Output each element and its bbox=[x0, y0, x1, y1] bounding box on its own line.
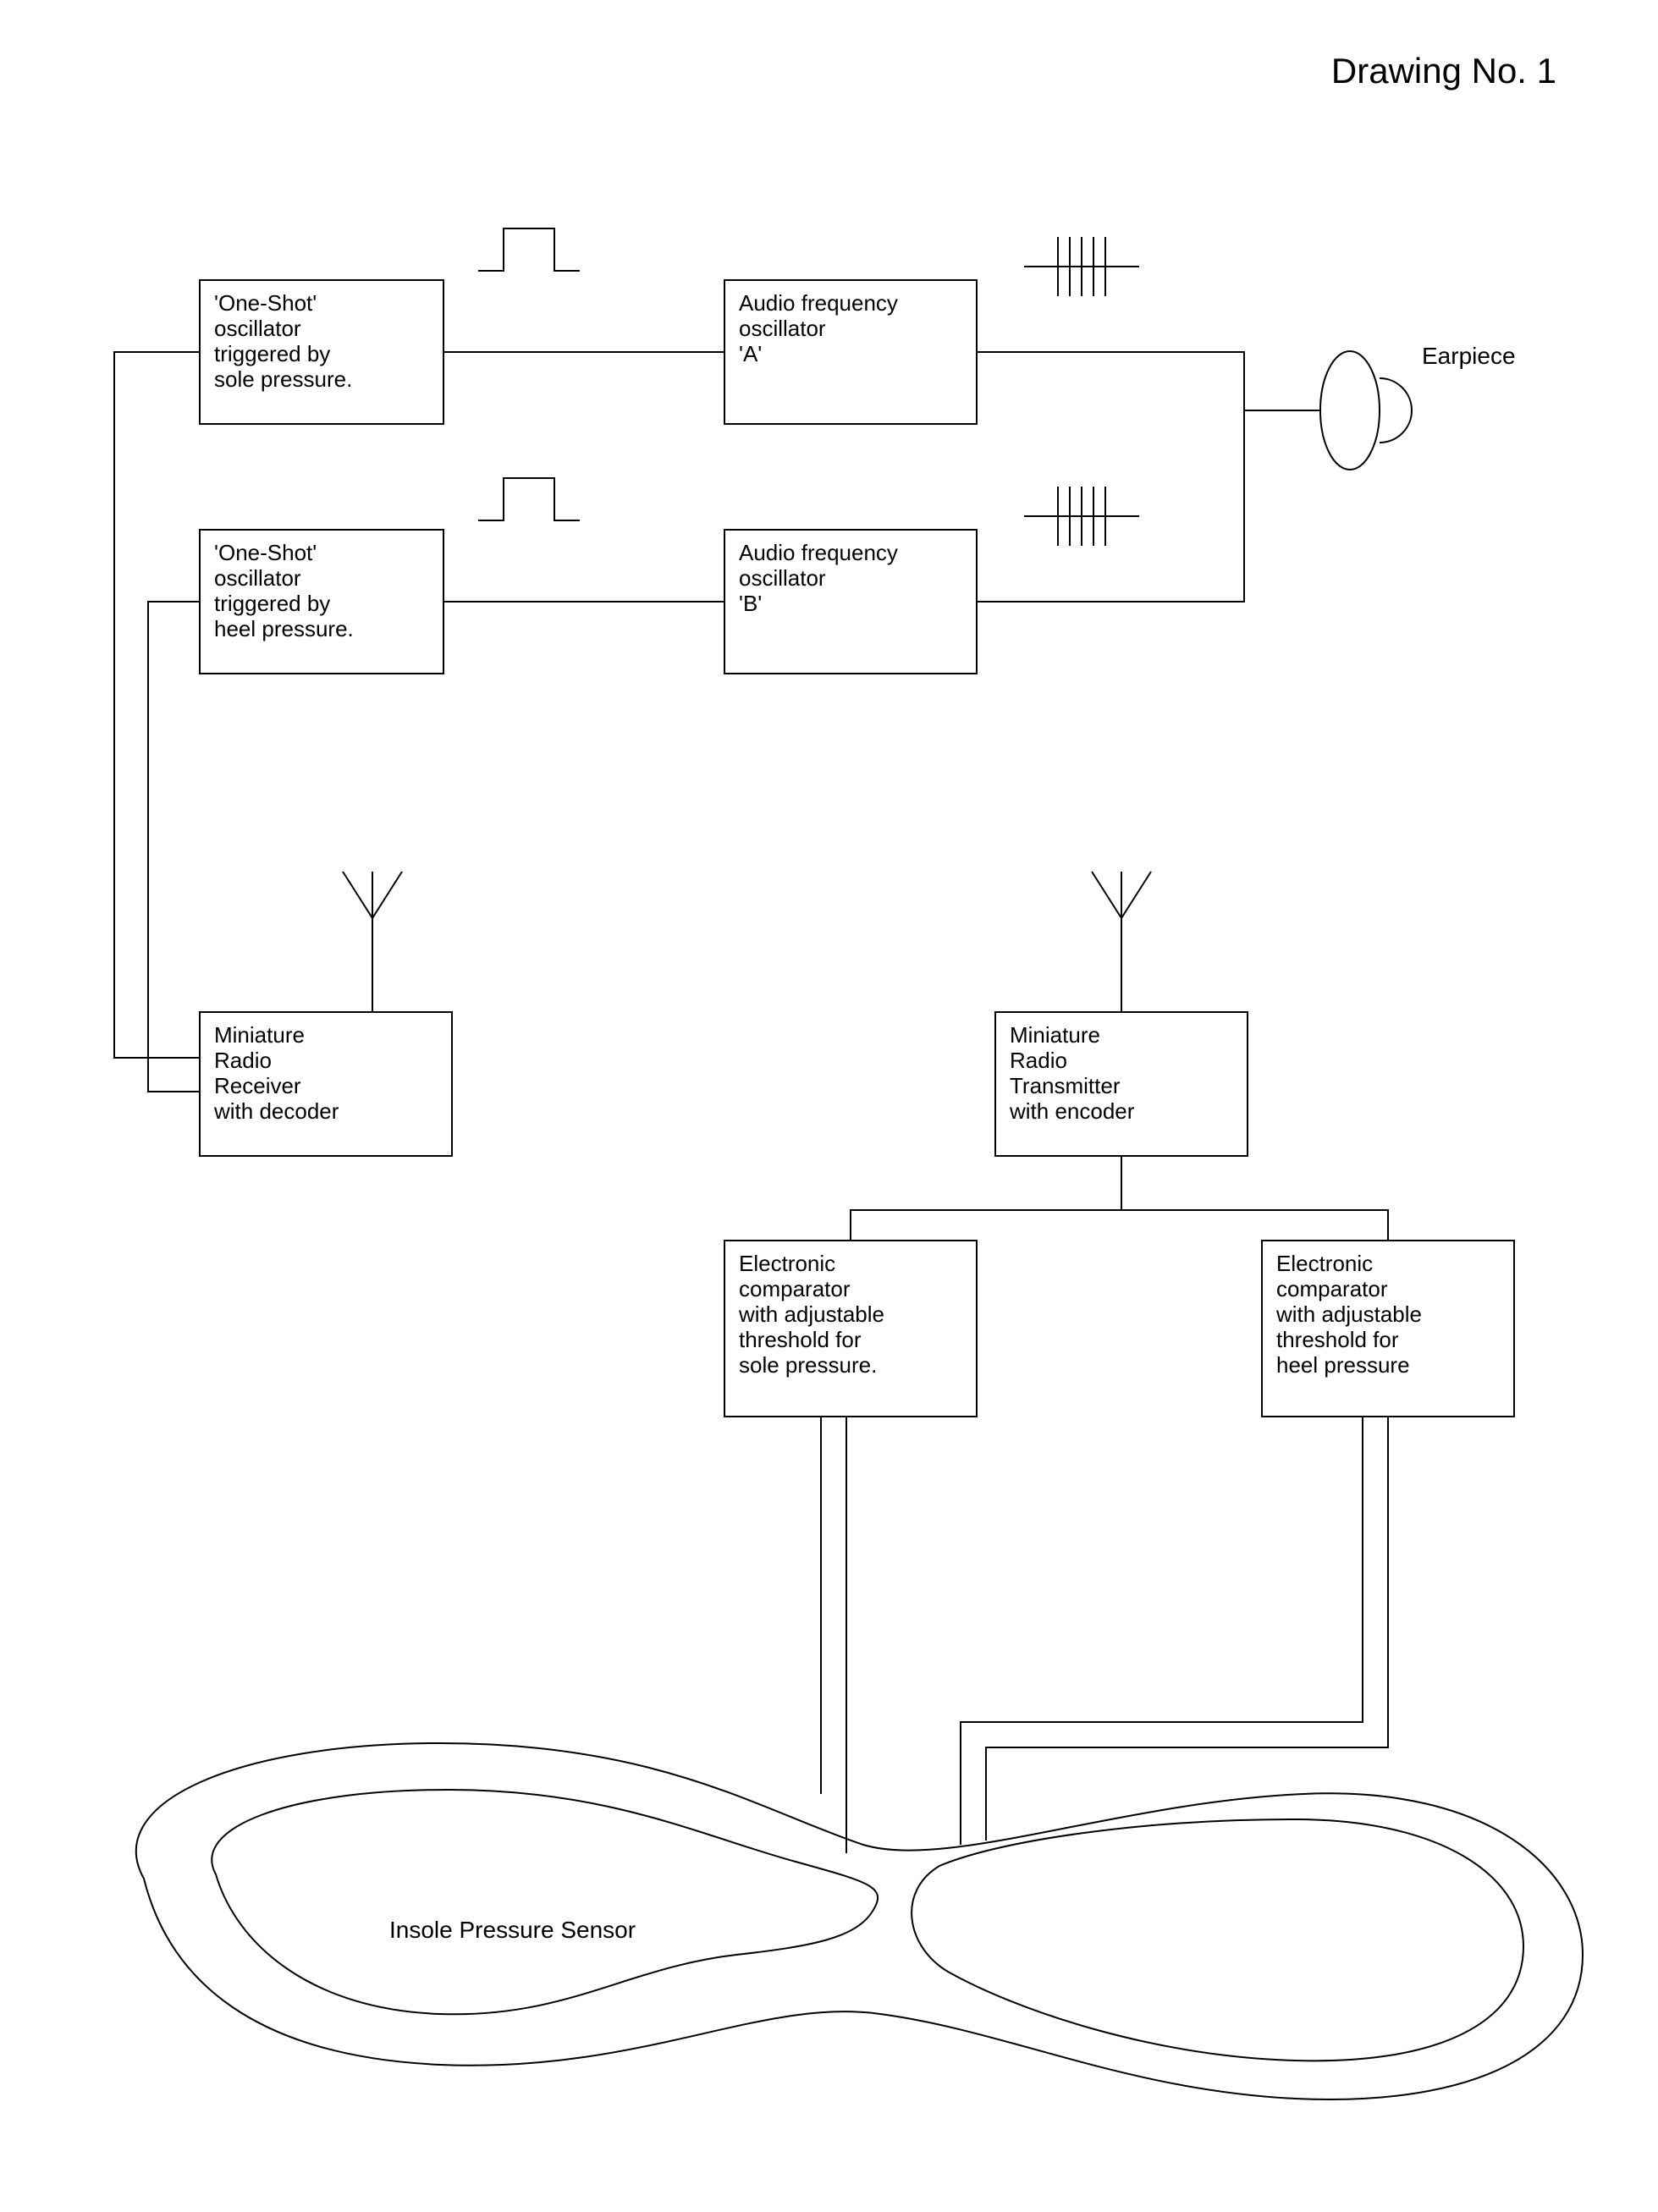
box-receiver-text: MiniatureRadioReceiverwith decoder bbox=[214, 1022, 339, 1124]
box-transmitter-text: MiniatureRadioTransmitterwith encoder bbox=[1010, 1022, 1134, 1124]
box-receiver: MiniatureRadioReceiverwith decoder bbox=[199, 1011, 453, 1157]
box-oneshot-heel: 'One-Shot'oscillatortriggered byheel pre… bbox=[199, 529, 444, 674]
box-oneshot-sole: 'One-Shot'oscillatortriggered bysole pre… bbox=[199, 279, 444, 425]
label-insole-sensor: Insole Pressure Sensor bbox=[389, 1917, 636, 1944]
box-comparator-sole: Electroniccomparatorwith adjustablethres… bbox=[724, 1240, 978, 1417]
label-earpiece: Earpiece bbox=[1422, 343, 1516, 370]
box-audio-a-text: Audio frequencyoscillator'A' bbox=[739, 290, 898, 366]
drawing-title: Drawing No. 1 bbox=[1331, 51, 1556, 91]
box-audio-a: Audio frequencyoscillator'A' bbox=[724, 279, 978, 425]
box-comparator-sole-text: Electroniccomparatorwith adjustablethres… bbox=[739, 1251, 884, 1378]
box-comparator-heel: Electroniccomparatorwith adjustablethres… bbox=[1261, 1240, 1515, 1417]
box-audio-b-text: Audio frequencyoscillator'B' bbox=[739, 540, 898, 616]
box-oneshot-heel-text: 'One-Shot'oscillatortriggered byheel pre… bbox=[214, 540, 354, 641]
box-comparator-heel-text: Electroniccomparatorwith adjustablethres… bbox=[1276, 1251, 1422, 1378]
box-oneshot-sole-text: 'One-Shot'oscillatortriggered bysole pre… bbox=[214, 290, 352, 392]
box-transmitter: MiniatureRadioTransmitterwith encoder bbox=[994, 1011, 1248, 1157]
box-audio-b: Audio frequencyoscillator'B' bbox=[724, 529, 978, 674]
